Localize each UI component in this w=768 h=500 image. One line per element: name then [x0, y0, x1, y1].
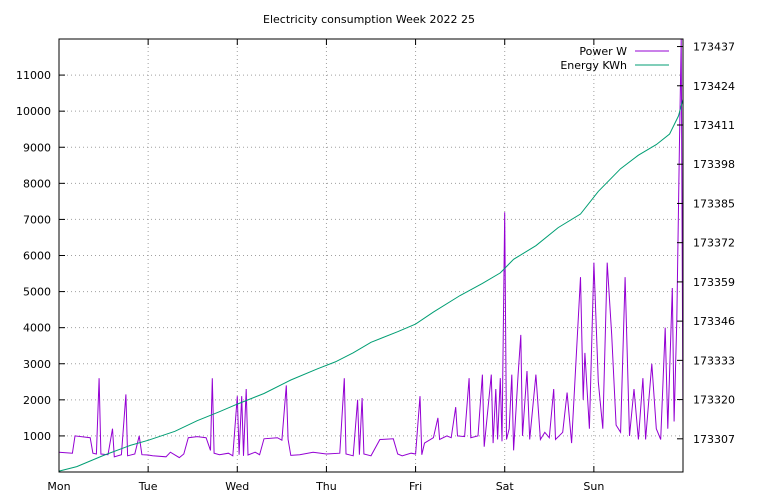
- x-tick-label: Sat: [496, 480, 515, 493]
- y-left-tick-label: 7000: [23, 213, 51, 226]
- series-layer: [58, 38, 684, 472]
- y-left-tick-label: 1000: [23, 430, 51, 443]
- y-left-tick-label: 10000: [16, 105, 51, 118]
- y-right-tick-label: 173333: [693, 354, 735, 367]
- y-right-tick-label: 173320: [693, 394, 735, 407]
- y-left-tick-label: 11000: [16, 69, 51, 82]
- grid: [59, 39, 683, 472]
- y-right-tick-label: 173385: [693, 197, 735, 210]
- x-tick-label: Wed: [225, 480, 249, 493]
- x-tick-label: Sun: [583, 480, 604, 493]
- y-right-tick-label: 173359: [693, 276, 735, 289]
- y-right-tick-label: 173437: [693, 41, 735, 54]
- x-tick-label: Tue: [138, 480, 158, 493]
- y-left-tick-label: 4000: [23, 322, 51, 335]
- y-left-tick-label: 6000: [23, 250, 51, 263]
- y-right-tick-label: 173372: [693, 237, 735, 250]
- axis-ticks: Mon Tue Wed Thu Fri Sat Sun 1000 2000 3000 4000 500…: [16, 39, 735, 493]
- y-right-tick-label: 173346: [693, 315, 735, 328]
- series-power-line: [58, 38, 684, 459]
- y-right-tick-label: 173398: [693, 158, 735, 171]
- x-tick-label: Mon: [47, 480, 70, 493]
- legend-label: Power W: [579, 45, 627, 58]
- y-left-tick-label: 8000: [23, 177, 51, 190]
- y-left-tick-label: 9000: [23, 141, 51, 154]
- chart-title: Electricity consumption Week 2022 25: [263, 13, 475, 26]
- y-right-tick-label: 173307: [693, 433, 735, 446]
- series-energy-line: [58, 99, 684, 472]
- y-right-tick-label: 173411: [693, 119, 735, 132]
- x-tick-label: Fri: [409, 480, 422, 493]
- y-left-tick-label: 2000: [23, 394, 51, 407]
- x-tick-label: Thu: [315, 480, 337, 493]
- y-right-tick-label: 173424: [693, 80, 735, 93]
- y-left-tick-label: 3000: [23, 358, 51, 371]
- legend-label: Energy KWh: [560, 59, 627, 72]
- y-left-tick-label: 5000: [23, 286, 51, 299]
